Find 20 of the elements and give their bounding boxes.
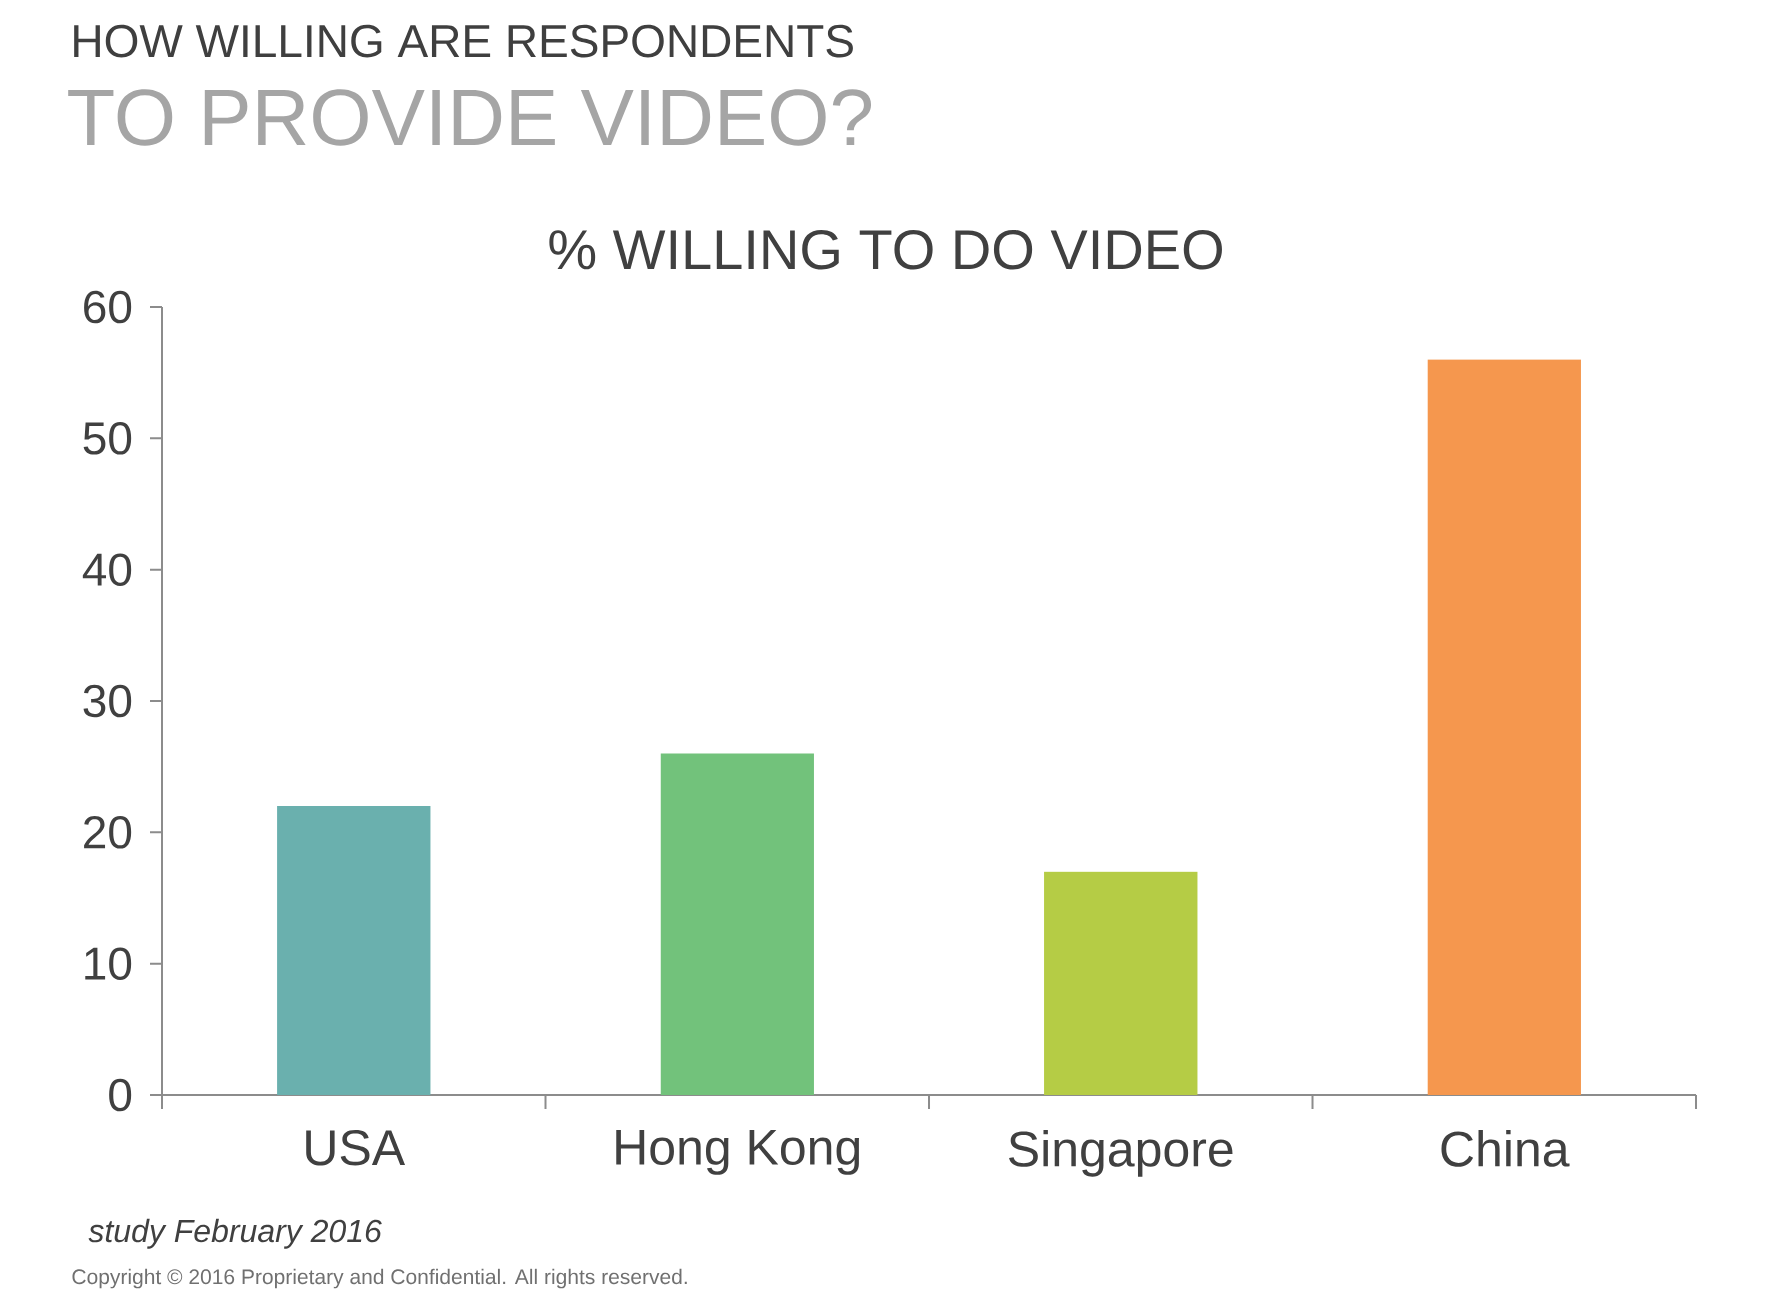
y-tick-label: 50 [83,422,132,455]
chart-title: HOW WILLING ARE RESPONDENTS [74,24,853,58]
y-tick-label: 60 [84,290,132,324]
y-tick-label: 20 [84,816,132,849]
bar [277,806,431,1095]
y-tick-label: 40 [82,553,132,586]
text: study February 2016 [88,1218,382,1249]
x-tick-label: Hong Kong [616,1130,860,1175]
y-axis-title: % WILLING TO DO VIDEO [549,229,1222,270]
x-tick-label: USA [306,1130,406,1166]
y-tick-label: 30 [83,684,132,718]
y-tick-label: 0 [109,1078,132,1112]
chart-subtitle: TO PROVIDE VIDEO? [68,89,872,146]
bar [660,753,814,1095]
x-tick-label: China [1441,1130,1570,1167]
y-tick-label: 10 [85,947,132,980]
bar [1044,871,1198,1095]
bar [1427,359,1581,1095]
text: Copyright © 2016 Proprietary and Confidential. All rights reserved. [72,1268,687,1289]
x-tick-label: Singapore [1009,1130,1233,1177]
